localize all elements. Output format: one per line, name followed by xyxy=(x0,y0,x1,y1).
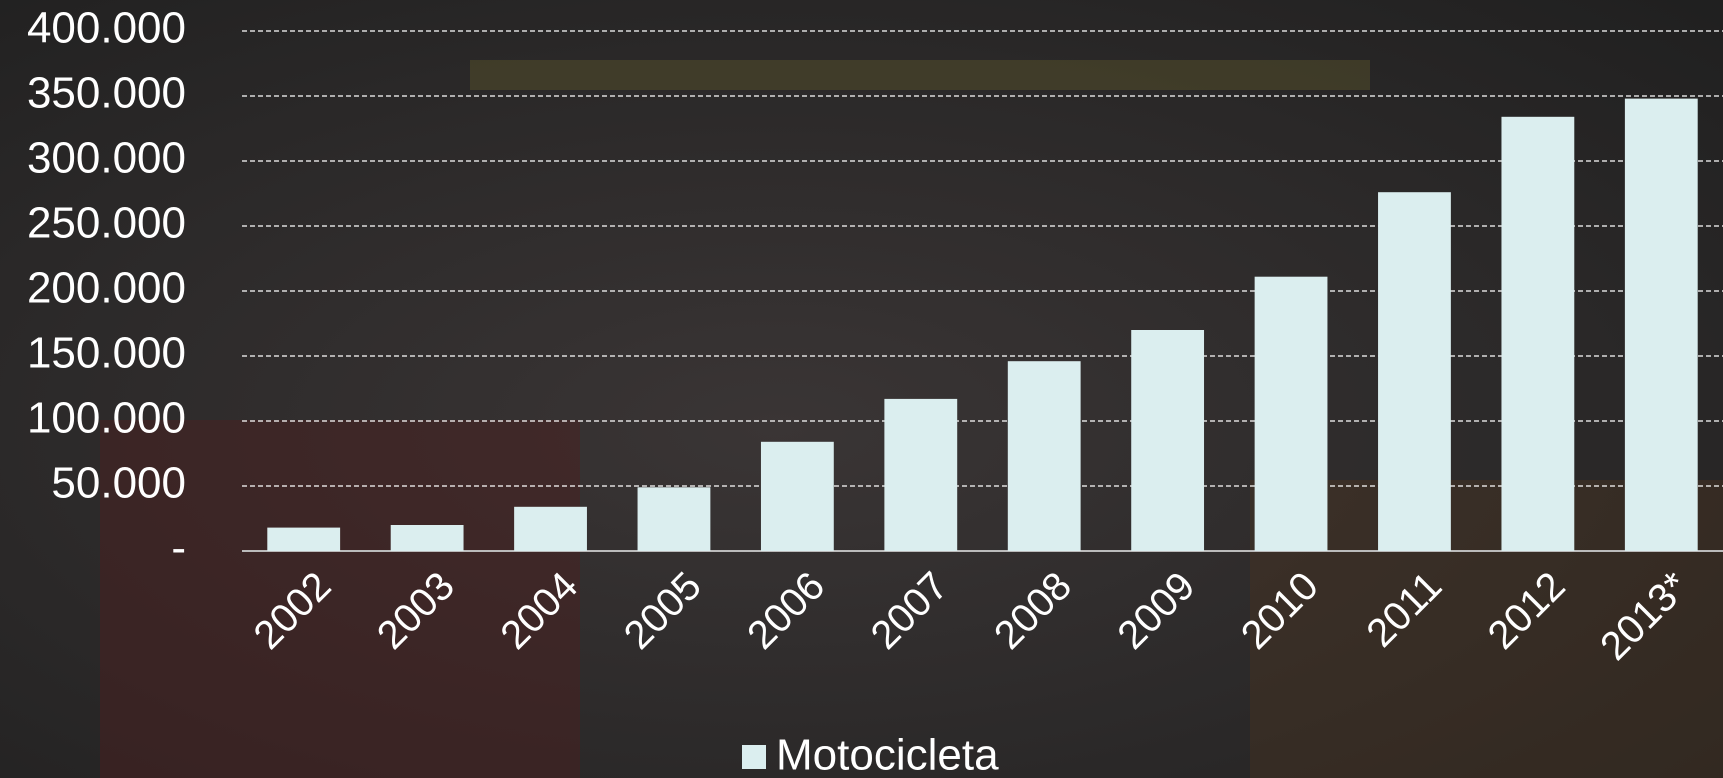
y-tick-label: 150.000 xyxy=(27,329,186,378)
bar xyxy=(1501,117,1574,551)
bar xyxy=(1625,99,1698,551)
bar xyxy=(1131,330,1204,551)
background-shape xyxy=(470,60,1370,90)
bar xyxy=(884,399,957,551)
bar xyxy=(761,442,834,551)
legend-label: Motocicleta xyxy=(776,731,999,778)
y-tick-label: 300.000 xyxy=(27,134,186,183)
bar xyxy=(514,507,587,551)
bar xyxy=(391,525,464,551)
bar xyxy=(267,528,340,551)
y-tick-label: 50.000 xyxy=(51,459,186,508)
page: {"chart_data": {"type": "bar", "categori… xyxy=(0,0,1723,778)
bar xyxy=(1008,361,1081,551)
y-tick-label: 100.000 xyxy=(27,394,186,443)
bar xyxy=(638,487,711,551)
y-tick-label: 400.000 xyxy=(27,4,186,53)
y-tick-label: 350.000 xyxy=(27,69,186,118)
y-tick-label: - xyxy=(171,524,186,573)
y-tick-label: 200.000 xyxy=(27,264,186,313)
legend-swatch xyxy=(742,745,766,769)
bar xyxy=(1255,277,1328,551)
chart: - 50.000 100.000 150.000 200.000 250.000 300.0… xyxy=(0,0,1723,778)
y-tick-label: 250.000 xyxy=(27,199,186,248)
bar xyxy=(1378,192,1451,551)
